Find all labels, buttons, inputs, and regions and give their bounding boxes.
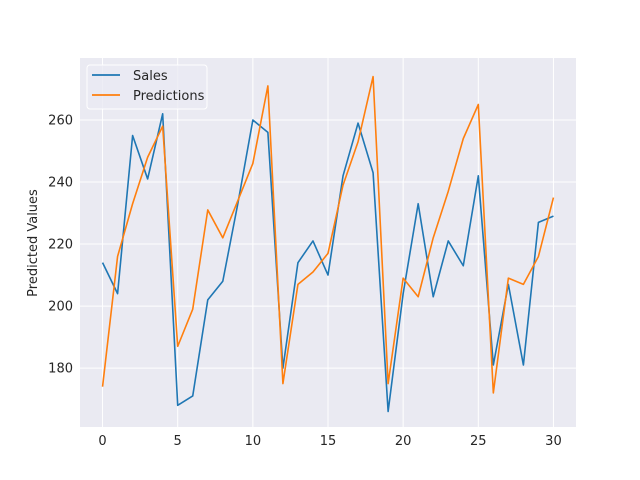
y-axis-label: Predicted Values <box>26 189 41 297</box>
series-layer <box>101 75 555 413</box>
legend-label-sales: Sales <box>133 69 168 84</box>
x-tick-labels: 0 5 10 15 20 25 30 <box>98 434 561 449</box>
legend: Sales Predictions <box>86 64 208 110</box>
x-tick-label: 25 <box>470 434 487 449</box>
y-tick-label: 260 <box>48 114 73 129</box>
legend-box <box>86 64 208 110</box>
x-tick-label: 15 <box>320 434 337 449</box>
y-tick-label: 220 <box>48 238 73 253</box>
x-tick-label: 5 <box>174 434 182 449</box>
legend-label-predictions: Predictions <box>133 89 205 104</box>
x-tick-label: 30 <box>545 434 562 449</box>
y-tick-label: 200 <box>48 300 73 315</box>
y-tick-label: 180 <box>48 362 73 377</box>
series-line-sales <box>101 113 554 413</box>
x-tick-label: 10 <box>245 434 262 449</box>
y-tick-labels: 180 200 220 240 260 <box>48 114 73 377</box>
y-tick-label: 240 <box>48 176 73 191</box>
series-line-predictions <box>101 75 555 394</box>
x-tick-label: 20 <box>395 434 412 449</box>
x-tick-label: 0 <box>98 434 106 449</box>
